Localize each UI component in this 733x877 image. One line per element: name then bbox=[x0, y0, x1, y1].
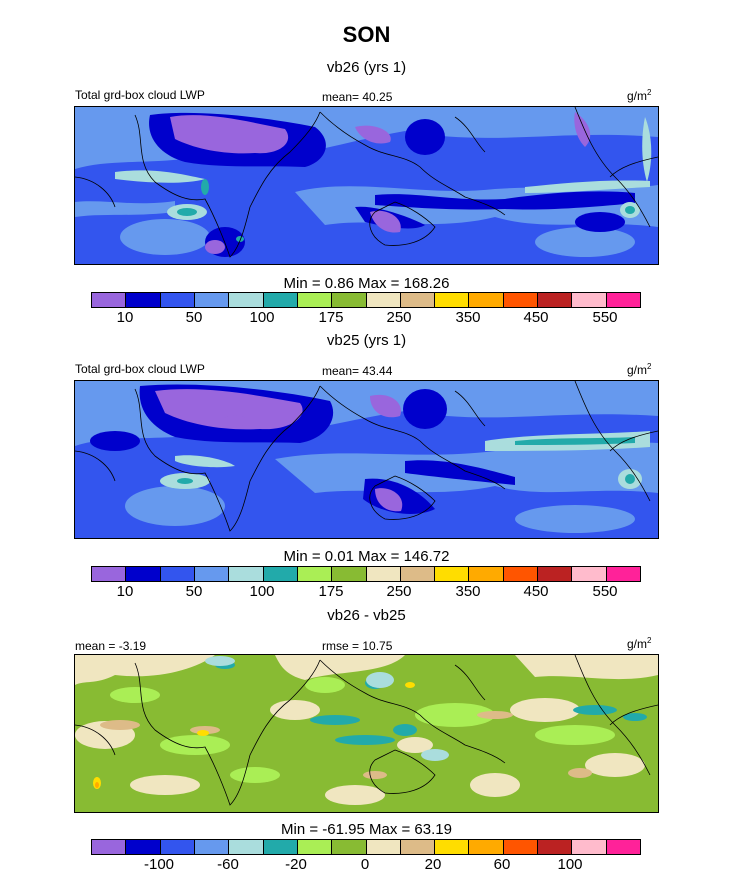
colorbar-swatch bbox=[503, 567, 539, 581]
colorbar-swatch bbox=[263, 840, 298, 854]
colorbar-swatch bbox=[366, 293, 401, 307]
colorbar-swatch bbox=[160, 293, 195, 307]
colorbar-swatch bbox=[469, 840, 504, 854]
panel1-map bbox=[74, 106, 659, 265]
colorbar-tick-label: 100 bbox=[557, 856, 583, 873]
colorbar-tick-label: 550 bbox=[592, 309, 618, 326]
colorbar-swatch bbox=[400, 840, 436, 854]
colorbar-swatch bbox=[503, 840, 539, 854]
colorbar-swatch bbox=[435, 293, 470, 307]
colorbar-swatch bbox=[92, 567, 127, 581]
panel3-mean-label: mean = -3.19 bbox=[75, 639, 147, 653]
panel3-subtitle: vb26 - vb25 bbox=[327, 607, 406, 624]
colorbar-swatch bbox=[400, 293, 436, 307]
colorbar-swatch bbox=[435, 840, 470, 854]
panel1-subtitle: vb26 (yrs 1) bbox=[326, 59, 407, 76]
panel1-left-label: Total grd-box cloud LWP bbox=[75, 88, 205, 102]
colorbar-swatch bbox=[194, 293, 230, 307]
colorbar-swatch bbox=[538, 840, 573, 854]
colorbar-swatch bbox=[400, 567, 436, 581]
colorbar-swatch bbox=[263, 293, 298, 307]
colorbar-swatch bbox=[229, 840, 264, 854]
panel2-map bbox=[74, 380, 659, 539]
colorbar-tick-label: 175 bbox=[318, 583, 344, 600]
colorbar-swatch bbox=[332, 567, 367, 581]
panel1-colorbar bbox=[91, 292, 641, 308]
colorbar-tick-label: 250 bbox=[386, 309, 412, 326]
colorbar-swatch bbox=[92, 293, 127, 307]
colorbar-swatch bbox=[469, 293, 504, 307]
panel2-colorbar bbox=[91, 566, 641, 582]
colorbar-tick-label: 350 bbox=[455, 309, 481, 326]
colorbar-tick-label: 10 bbox=[116, 583, 134, 600]
colorbar-swatch bbox=[469, 567, 504, 581]
colorbar-tick-label: 550 bbox=[592, 583, 618, 600]
panel3-map bbox=[74, 654, 659, 813]
colorbar-tick-label: 20 bbox=[424, 856, 442, 873]
colorbar-swatch bbox=[332, 293, 367, 307]
colorbar-tick-label: 100 bbox=[249, 309, 275, 326]
colorbar-swatch bbox=[503, 293, 539, 307]
colorbar-swatch bbox=[572, 840, 607, 854]
colorbar-swatch bbox=[538, 567, 573, 581]
colorbar-swatch bbox=[366, 567, 401, 581]
colorbar-swatch bbox=[332, 840, 367, 854]
colorbar-swatch bbox=[194, 567, 230, 581]
colorbar-tick-label: 0 bbox=[360, 856, 370, 873]
colorbar-swatch bbox=[229, 293, 264, 307]
panel2-units: g/m2 bbox=[627, 362, 652, 377]
colorbar-swatch bbox=[606, 567, 640, 581]
panel2-mean-label: mean= 43.44 bbox=[322, 364, 393, 378]
colorbar-swatch bbox=[126, 567, 161, 581]
colorbar-swatch bbox=[297, 840, 333, 854]
colorbar-tick-label: 250 bbox=[386, 583, 412, 600]
colorbar-swatch bbox=[92, 840, 127, 854]
colorbar-tick-label: 10 bbox=[116, 309, 134, 326]
colorbar-tick-label: -60 bbox=[217, 856, 239, 873]
colorbar-swatch bbox=[297, 293, 333, 307]
colorbar-swatch bbox=[435, 567, 470, 581]
colorbar-tick-label: 100 bbox=[249, 583, 275, 600]
colorbar-swatch bbox=[366, 840, 401, 854]
colorbar-swatch bbox=[606, 840, 640, 854]
colorbar-tick-label: 60 bbox=[493, 856, 511, 873]
panel1-minmax: Min = 0.86 Max = 168.26 bbox=[283, 275, 450, 292]
colorbar-tick-label: 350 bbox=[455, 583, 481, 600]
colorbar-swatch bbox=[126, 293, 161, 307]
panel2-minmax: Min = 0.01 Max = 146.72 bbox=[283, 548, 450, 565]
figure-title: SON bbox=[342, 22, 391, 47]
panel2-left-label: Total grd-box cloud LWP bbox=[75, 362, 205, 376]
colorbar-tick-label: 450 bbox=[523, 309, 549, 326]
panel1-units: g/m2 bbox=[627, 88, 652, 103]
colorbar-swatch bbox=[160, 840, 195, 854]
panel3-colorbar bbox=[91, 839, 641, 855]
colorbar-swatch bbox=[194, 840, 230, 854]
panel1-mean-label: mean= 40.25 bbox=[322, 90, 393, 104]
colorbar-swatch bbox=[572, 567, 607, 581]
colorbar-swatch bbox=[126, 840, 161, 854]
colorbar-tick-label: 50 bbox=[185, 309, 203, 326]
colorbar-swatch bbox=[606, 293, 640, 307]
colorbar-swatch bbox=[160, 567, 195, 581]
colorbar-swatch bbox=[572, 293, 607, 307]
colorbar-tick-label: 175 bbox=[318, 309, 344, 326]
panel3-minmax: Min = -61.95 Max = 63.19 bbox=[281, 821, 452, 838]
colorbar-swatch bbox=[263, 567, 298, 581]
colorbar-tick-label: -100 bbox=[143, 856, 175, 873]
colorbar-tick-label: 450 bbox=[523, 583, 549, 600]
colorbar-swatch bbox=[538, 293, 573, 307]
panel2-subtitle: vb25 (yrs 1) bbox=[326, 332, 407, 349]
colorbar-swatch bbox=[229, 567, 264, 581]
colorbar-swatch bbox=[297, 567, 333, 581]
panel3-rmse-label: rmse = 10.75 bbox=[322, 639, 393, 653]
colorbar-tick-label: -20 bbox=[285, 856, 307, 873]
panel3-units: g/m2 bbox=[627, 636, 652, 651]
colorbar-tick-label: 50 bbox=[185, 583, 203, 600]
